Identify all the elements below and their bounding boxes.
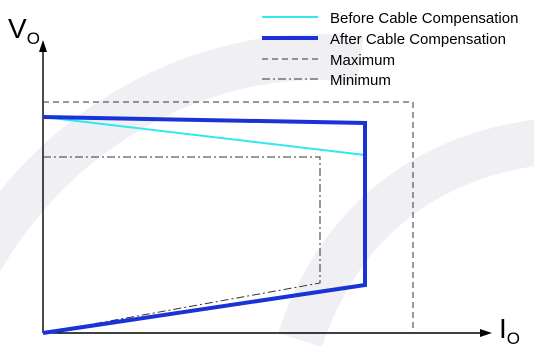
legend-label-minimum: Minimum (330, 72, 391, 89)
maximum-boundary (43, 101, 414, 333)
watermark-shape (0, 34, 534, 348)
legend: Before Cable Compensation After Cable Co… (262, 10, 518, 89)
x-axis-label-main: I (499, 313, 507, 344)
y-axis-arrow (39, 40, 47, 52)
legend-label-before: Before Cable Compensation (330, 10, 518, 27)
minimum-boundary (42, 156, 321, 334)
x-axis-label: IO (499, 313, 520, 346)
x-axis-label-subscript: O (507, 329, 520, 346)
x-axis-arrow (480, 329, 492, 337)
y-axis-label: VO (8, 13, 40, 48)
y-axis-label-main: V (8, 13, 27, 44)
after-compensation-curve (42, 115, 367, 335)
axes (39, 40, 492, 337)
y-axis-label-subscript: O (27, 29, 40, 48)
legend-label-maximum: Maximum (330, 52, 395, 69)
before-compensation-curve (42, 116, 366, 156)
legend-label-after: After Cable Compensation (330, 31, 506, 48)
